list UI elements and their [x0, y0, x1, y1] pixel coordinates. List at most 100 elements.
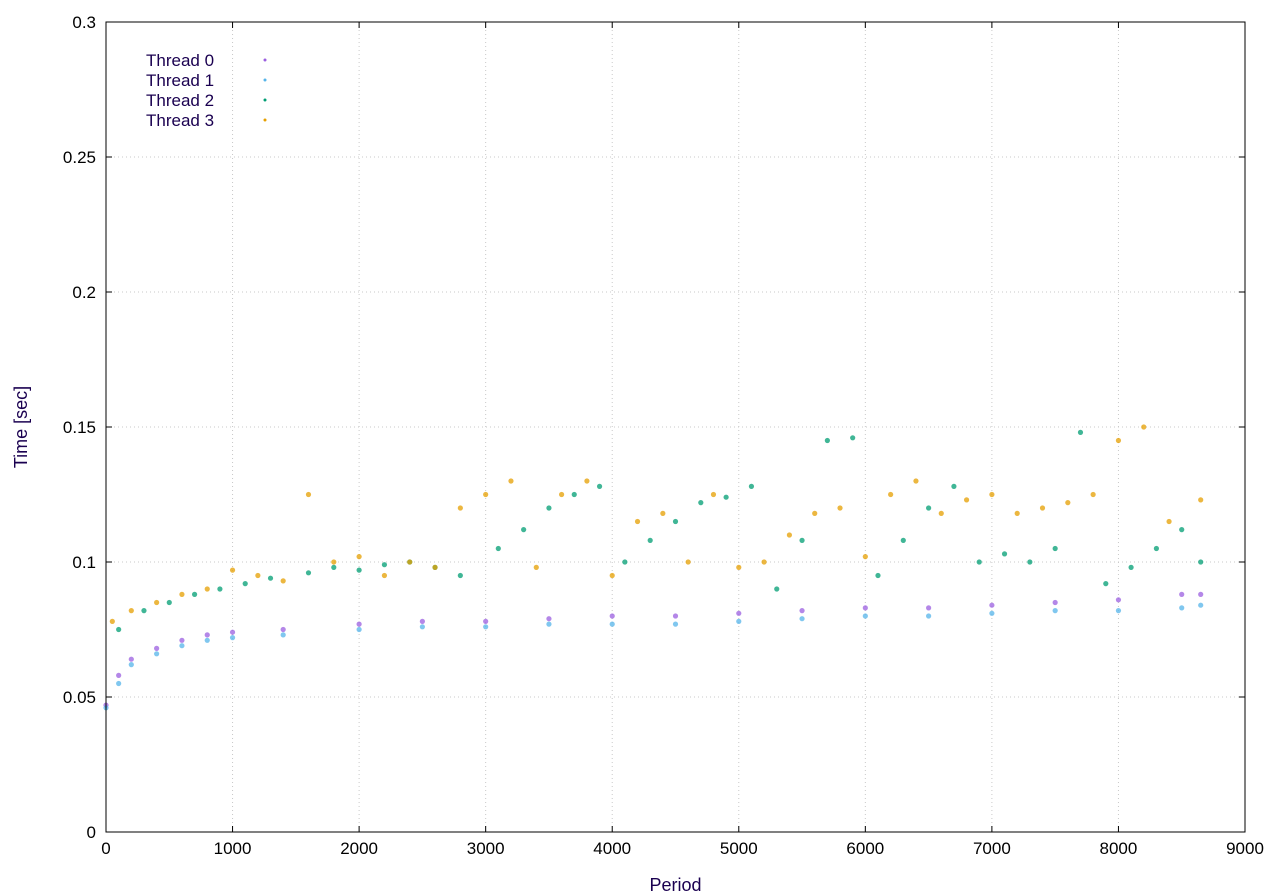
- data-point: [116, 626, 122, 633]
- data-point: [862, 605, 868, 611]
- data-point: [888, 491, 894, 498]
- data-point: [926, 613, 932, 619]
- data-point: [926, 605, 932, 611]
- series-0: [103, 591, 1204, 708]
- data-point: [166, 599, 172, 606]
- x-tick-label: 9000: [1226, 839, 1264, 858]
- data-point: [1014, 510, 1020, 516]
- data-point: [331, 564, 337, 571]
- data-point: [356, 621, 362, 627]
- data-point: [976, 559, 982, 565]
- data-point: [229, 629, 236, 635]
- data-point: [128, 608, 134, 614]
- data-point: [672, 621, 679, 627]
- data-point: [419, 618, 425, 625]
- x-tick-label: 5000: [720, 839, 758, 858]
- data-point: [546, 616, 552, 622]
- y-tick-label: 0.05: [63, 688, 96, 707]
- y-tick-label: 0.1: [72, 553, 96, 572]
- data-point: [1179, 591, 1185, 598]
- data-point: [419, 624, 425, 630]
- data-point: [812, 510, 818, 516]
- data-point: [824, 437, 830, 444]
- data-point: [179, 591, 185, 598]
- x-tick-label: 4000: [593, 839, 631, 858]
- data-point: [660, 510, 666, 516]
- data-point: [154, 651, 160, 657]
- data-point: [1052, 545, 1058, 552]
- data-point: [900, 537, 906, 544]
- data-point: [508, 478, 514, 484]
- data-point: [305, 570, 312, 576]
- data-point: [989, 602, 995, 608]
- data-point: [381, 572, 388, 579]
- data-point: [128, 656, 134, 662]
- data-point: [850, 435, 856, 441]
- data-point: [1027, 559, 1033, 565]
- data-point: [116, 680, 122, 687]
- data-point: [546, 621, 552, 627]
- data-point: [432, 564, 438, 571]
- data-point: [584, 478, 590, 484]
- data-points: [103, 424, 1204, 711]
- data-point: [1065, 500, 1071, 506]
- data-point: [1115, 597, 1122, 603]
- series-3: [109, 424, 1204, 625]
- data-point: [356, 554, 362, 560]
- x-tick-label: 0: [101, 839, 110, 858]
- data-point: [179, 643, 185, 649]
- y-tick-label: 0: [87, 823, 96, 842]
- data-point: [571, 491, 577, 498]
- data-point: [1052, 608, 1058, 614]
- data-point: [1179, 605, 1185, 611]
- data-point: [356, 626, 362, 633]
- data-point: [331, 559, 337, 565]
- data-point: [938, 510, 944, 516]
- data-point: [381, 562, 388, 568]
- data-point: [799, 608, 805, 614]
- y-tick-label: 0.25: [63, 148, 96, 167]
- data-point: [609, 621, 615, 627]
- data-point: [495, 545, 501, 552]
- data-point: [862, 554, 868, 560]
- data-point: [204, 637, 210, 643]
- data-point: [229, 567, 236, 573]
- data-point: [748, 483, 755, 489]
- data-point: [951, 483, 957, 489]
- legend-marker: [263, 118, 267, 122]
- data-point: [204, 586, 210, 592]
- data-point: [622, 559, 628, 565]
- x-tick-label: 8000: [1100, 839, 1138, 858]
- data-point: [698, 500, 704, 506]
- data-point: [913, 478, 919, 484]
- data-point: [1179, 527, 1185, 533]
- y-tick-label: 0.2: [72, 283, 96, 302]
- data-point: [723, 494, 729, 500]
- data-point: [736, 610, 742, 616]
- legend-label: Thread 1: [146, 71, 214, 90]
- data-point: [672, 613, 679, 619]
- data-point: [1198, 591, 1204, 598]
- data-point: [483, 624, 489, 630]
- data-point: [242, 581, 248, 587]
- grid-lines: [106, 22, 1245, 832]
- data-point: [521, 527, 527, 533]
- data-point: [191, 591, 198, 598]
- x-tick-label: 2000: [340, 839, 378, 858]
- x-tick-label: 7000: [973, 839, 1011, 858]
- data-point: [483, 618, 489, 625]
- data-point: [875, 572, 881, 579]
- data-point: [356, 567, 362, 573]
- data-point: [1198, 602, 1204, 608]
- data-point: [204, 632, 210, 638]
- legend-label: Thread 2: [146, 91, 214, 110]
- data-point: [799, 537, 805, 544]
- data-point: [989, 491, 995, 498]
- data-point: [761, 559, 767, 565]
- y-tick-label: 0.3: [72, 13, 96, 32]
- data-point: [305, 491, 312, 498]
- legend-marker: [263, 78, 267, 82]
- series-1: [103, 602, 1204, 711]
- data-point: [1039, 505, 1046, 511]
- data-point: [1198, 559, 1204, 565]
